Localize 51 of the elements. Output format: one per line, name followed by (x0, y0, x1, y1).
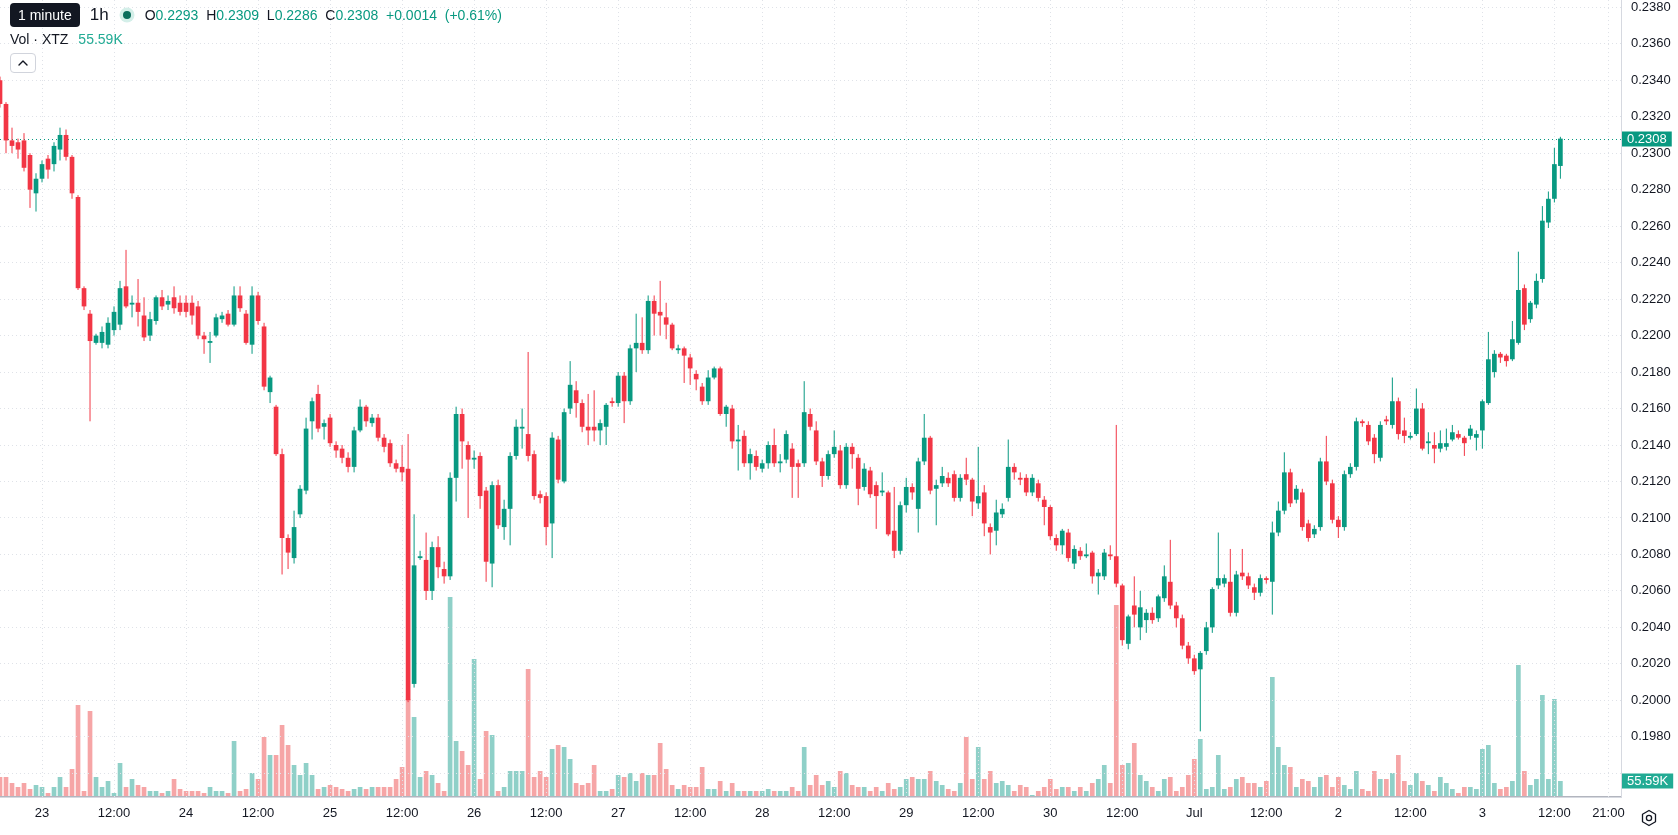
x-tick-label: 12:00 (97, 805, 131, 821)
y-tick-label: 0.2240 (1631, 254, 1671, 270)
x-tick-label: 27 (610, 805, 626, 821)
x-tick-label: 12:00 (1106, 805, 1139, 821)
x-tick-label: 12:00 (385, 805, 419, 821)
y-tick-label: 0.2040 (1631, 618, 1671, 634)
y-tick-label: 0.2380 (1631, 0, 1671, 14)
y-tick-label: 0.2100 (1631, 509, 1671, 525)
y-tick-label: 0.2280 (1631, 181, 1671, 197)
y-tick-label: 0.2080 (1631, 546, 1671, 562)
y-tick-label: 0.2260 (1631, 217, 1671, 233)
x-tick-label: 12:00 (529, 805, 563, 821)
annotation: 1 minute (10, 3, 80, 27)
x-tick-label: 12:00 (1538, 805, 1571, 821)
y-tick-label: 0.2220 (1631, 290, 1671, 306)
chart-title: 1h (89, 5, 109, 25)
x-tick-label: 12:00 (241, 805, 275, 821)
x-tick-label: 29 (898, 805, 914, 821)
x-tick-label: 26 (466, 805, 482, 821)
y-tick-label: 0.1980 (1631, 728, 1671, 744)
annotation: 55.59K (78, 31, 123, 47)
x-tick-label: Jul (1185, 805, 1203, 821)
x-tick-label: 21:00 (1592, 805, 1625, 821)
y-tick-label: 0.2160 (1631, 400, 1671, 416)
x-tick-label: 2 (1334, 805, 1342, 821)
x-tick-label: 28 (754, 805, 770, 821)
ref-line-label: 0.2308 (1627, 131, 1667, 147)
x-tick-label: 12:00 (961, 805, 995, 821)
y-tick-label: 0.2300 (1631, 144, 1671, 160)
x-tick-label: 12:00 (817, 805, 851, 821)
x-tick-label: 12:00 (673, 805, 707, 821)
y-tick-label: 0.2020 (1631, 655, 1671, 671)
y-tick-label: 0.2000 (1631, 691, 1671, 707)
x-tick-label: 30 (1043, 805, 1058, 821)
text: O0.2293 H0.2309 L0.2286 C0.2308 +0.0014 (+0.61%) (144, 7, 502, 23)
y-tick-label: 0.2320 (1631, 108, 1671, 124)
y-tick-label: 0.2360 (1631, 35, 1671, 51)
text: 55.59K (1627, 773, 1669, 789)
x-tick-label: 24 (178, 805, 194, 821)
y-tick-label: 0.2060 (1631, 582, 1671, 598)
y-tick-label: 0.2120 (1631, 473, 1671, 489)
y-tick-label: 0.2180 (1631, 363, 1671, 379)
y-tick-label: 0.2200 (1631, 327, 1671, 343)
x-tick-label: 3 (1478, 805, 1486, 821)
y-tick-label: 0.2140 (1631, 436, 1671, 452)
annotation: Vol · XTZ (10, 31, 69, 47)
x-tick-label: 25 (322, 805, 338, 821)
x-tick-label: 23 (34, 805, 50, 821)
x-tick-label: 12:00 (1394, 805, 1427, 821)
y-tick-label: 0.2340 (1631, 71, 1671, 87)
x-tick-label: 12:00 (1250, 805, 1283, 821)
